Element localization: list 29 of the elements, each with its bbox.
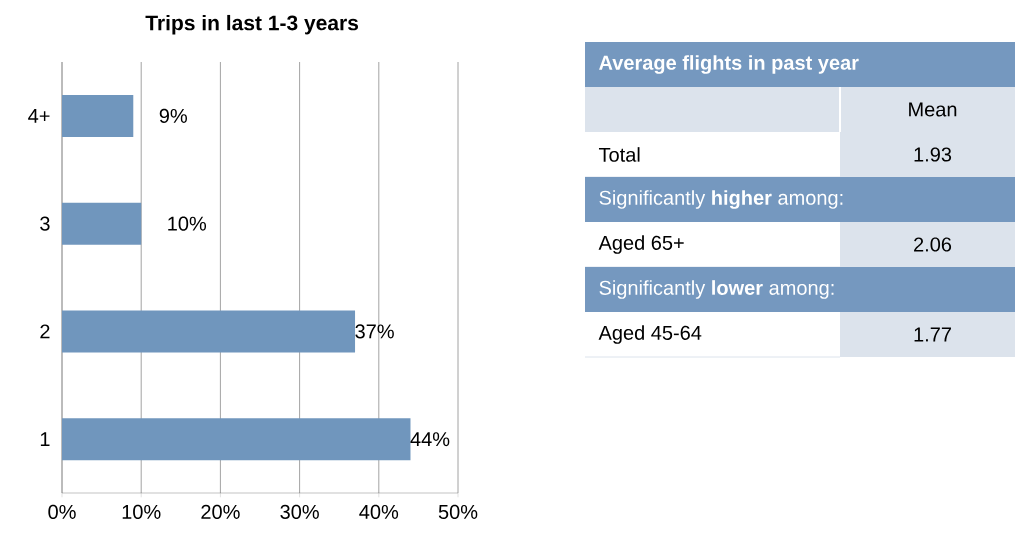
y-tick-label: 2: [40, 324, 50, 339]
text: Significantly higher among:: [599, 190, 843, 209]
text: Aged 65+: [598, 235, 684, 254]
x-tick-label: 30%: [280, 504, 319, 519]
text: 1.77: [914, 327, 951, 342]
text: Aged 45-64: [598, 325, 702, 344]
text: 2.06: [914, 237, 952, 252]
x-tick-label: 20%: [201, 504, 240, 519]
bar: [62, 310, 356, 353]
x-tick-label: 10%: [122, 504, 161, 519]
text: Average flights in past year: [599, 55, 859, 74]
data-label: 37%: [355, 324, 394, 339]
y-tick-label: 4+: [28, 109, 50, 123]
chart-title: Trips in last 1-3 years: [145, 14, 358, 35]
x-tick-label: 0%: [48, 504, 76, 519]
text: Total: [598, 147, 640, 162]
text: 1.93: [914, 147, 952, 162]
y-tick-label: 1: [40, 432, 50, 447]
bar: [62, 94, 134, 137]
text: Mean: [909, 102, 957, 117]
x-tick-label: 40%: [359, 504, 399, 519]
bar: [62, 418, 411, 461]
data-label: 44%: [410, 432, 450, 447]
data-label: 10%: [168, 216, 207, 231]
data-label: 9%: [159, 108, 187, 123]
x-tick-label: 50%: [438, 504, 478, 519]
y-tick-label: 3: [40, 216, 50, 231]
bar: [62, 202, 142, 245]
text: Significantly lower among:: [599, 280, 834, 299]
